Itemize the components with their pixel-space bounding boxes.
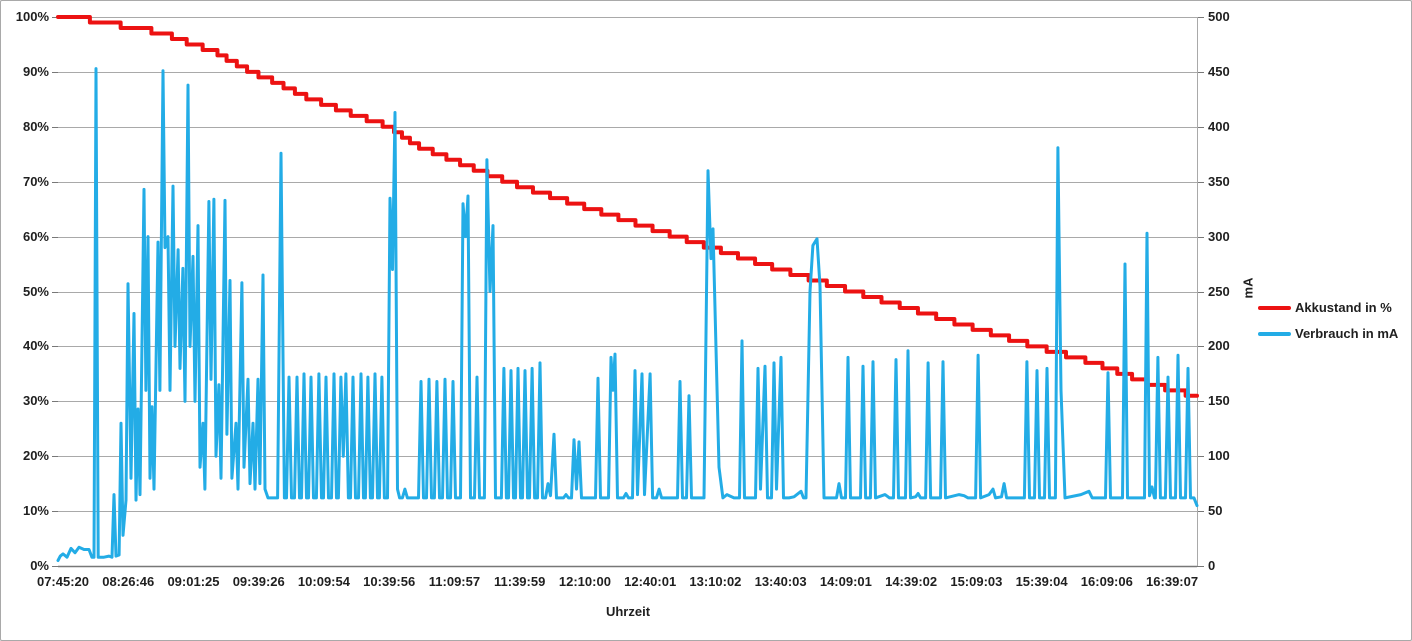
series-verbrauch-line — [56, 67, 1199, 562]
y-right-tick-label: 450 — [1208, 63, 1230, 79]
y-left-tick-label: 50% — [22, 283, 49, 299]
x-tick-label: 16:39:07 — [1146, 574, 1199, 589]
x-tick-label: 09:01:25 — [167, 574, 220, 589]
y-left-tick-label: 20% — [22, 448, 49, 464]
y-left-tick-label: 90% — [22, 63, 49, 79]
x-tick-label: 15:09:03 — [950, 574, 1003, 589]
y-right-tick-label: 300 — [1208, 228, 1230, 244]
y-left-tick-label: 80% — [22, 118, 49, 134]
x-tick-label: 15:39:04 — [1015, 574, 1068, 589]
y-right-tick-label: 250 — [1208, 283, 1230, 299]
x-tick-label: 13:40:03 — [754, 574, 807, 589]
legend-swatch-verbrauch-line — [1258, 331, 1291, 336]
y-left-tick-label: 70% — [22, 173, 49, 189]
legend-item-verbrauch: Verbrauch in mA — [1258, 326, 1398, 341]
x-axis-title: Uhrzeit — [605, 604, 651, 619]
x-tick-label: 12:40:01 — [624, 574, 677, 589]
x-tick-label: 11:39:59 — [494, 574, 546, 589]
x-tick-label: 13:10:02 — [689, 574, 742, 589]
legend-swatch-akkustand-line — [1258, 305, 1291, 310]
y-left-tick-label: 0% — [30, 558, 49, 573]
y-right-tick-label: 400 — [1208, 118, 1230, 134]
x-tick-label: 16:09:06 — [1080, 574, 1133, 589]
x-tick-label: 14:09:01 — [819, 574, 872, 589]
x-tick-label: 10:39:56 — [363, 574, 416, 589]
legend-item-akkustand: Akkustand in % — [1258, 300, 1398, 315]
series-akkustand-line — [56, 15, 1199, 398]
y-left-tick-label: 30% — [22, 393, 49, 409]
x-tick-label: 14:39:02 — [885, 574, 938, 589]
legend-label-verbrauch: Verbrauch in mA — [1295, 326, 1399, 341]
y-right-tick-label: 0 — [1208, 558, 1216, 573]
y-right-tick-label: 50 — [1208, 503, 1223, 519]
y-right-tick-label: 350 — [1208, 173, 1230, 189]
right-y-axis-title: mA — [1240, 277, 1256, 299]
x-tick-label: 11:09:57 — [428, 574, 481, 589]
y-right-tick-label: 500 — [1208, 9, 1230, 24]
x-tick-label: 10:09:54 — [297, 574, 350, 589]
y-right-tick-label: 150 — [1208, 393, 1230, 409]
y-left-tick-label: 10% — [22, 503, 49, 519]
y-left-tick-label: 40% — [22, 338, 49, 354]
y-right-tick-label: 200 — [1208, 338, 1230, 354]
legend-label-akkustand: Akkustand in % — [1295, 300, 1392, 315]
legend: Akkustand in % Verbrauch in mA — [1258, 300, 1398, 341]
y-right-tick-label: 100 — [1208, 448, 1230, 464]
x-tick-label: 09:39:26 — [232, 574, 285, 589]
x-tick-label: 12:10:00 — [558, 574, 611, 589]
y-left-tick-label: 100% — [15, 9, 49, 24]
y-left-tick-label: 60% — [22, 228, 49, 244]
x-tick-label: 08:26:46 — [102, 574, 155, 589]
x-tick-label: 07:45:20 — [36, 574, 90, 589]
